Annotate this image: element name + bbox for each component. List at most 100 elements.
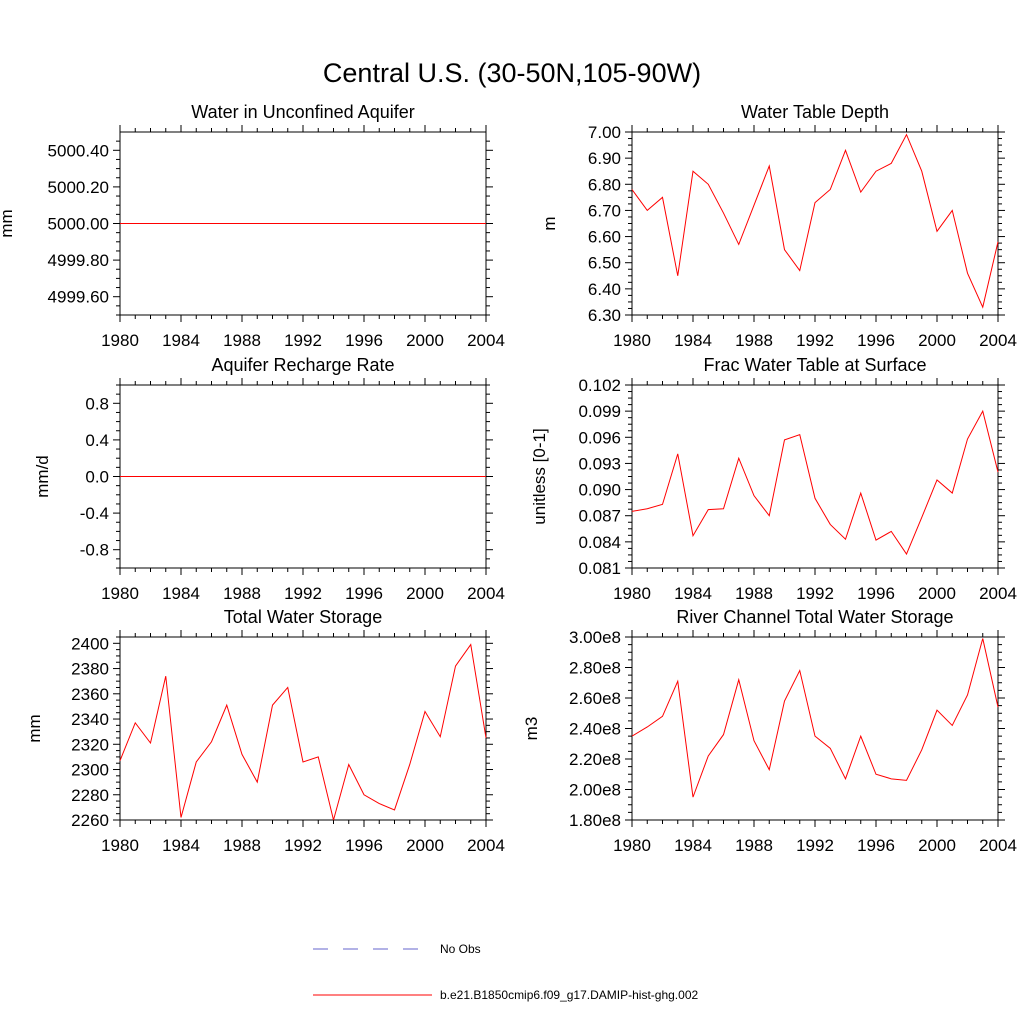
y-tick-label: 2280 bbox=[71, 786, 109, 805]
y-tick-label: 4999.60 bbox=[48, 288, 109, 307]
y-tick-label: 3.00e8 bbox=[569, 628, 621, 647]
x-tick-label: 1988 bbox=[223, 836, 261, 855]
x-tick-label: 2000 bbox=[406, 836, 444, 855]
x-tick-label: 2000 bbox=[918, 836, 956, 855]
x-tick-label: 1996 bbox=[857, 584, 895, 603]
series-line bbox=[119, 643, 487, 821]
series-line bbox=[631, 638, 999, 798]
panels: Water in Unconfined Aquifer 1980 1984 1988 1… bbox=[0, 102, 1017, 855]
y-tick-label: 0.090 bbox=[578, 481, 621, 500]
x-tick-label: 2000 bbox=[406, 331, 444, 350]
panel-5: Total Water Storage 1980 1984 1988 1992 1996 2… bbox=[25, 607, 505, 855]
x-tick-label: 2000 bbox=[918, 584, 956, 603]
panel-title: Water in Unconfined Aquifer bbox=[191, 102, 414, 122]
x-tick-label: 1988 bbox=[735, 331, 773, 350]
x-tick-label: 1984 bbox=[674, 836, 712, 855]
y-tick-label: 0.099 bbox=[578, 402, 621, 421]
y-tick-label: 7.00 bbox=[588, 123, 621, 142]
x-tick-label: 1980 bbox=[613, 331, 651, 350]
y-axis-label: unitless [0-1] bbox=[530, 428, 549, 524]
plot-frame bbox=[631, 636, 999, 821]
panel-title: Total Water Storage bbox=[224, 607, 382, 627]
y-tick-label: 4999.80 bbox=[48, 251, 109, 270]
x-tick-label: 1980 bbox=[101, 836, 139, 855]
y-tick-label: 0.087 bbox=[578, 507, 621, 526]
x-tick-label: 1988 bbox=[223, 584, 261, 603]
x-tick-label: 1988 bbox=[223, 331, 261, 350]
y-tick-label: 2.80e8 bbox=[569, 659, 621, 678]
x-tick-label: 1992 bbox=[796, 584, 834, 603]
x-tick-label: 1996 bbox=[857, 836, 895, 855]
x-tick-label: 1980 bbox=[101, 584, 139, 603]
x-tick-label: 1984 bbox=[162, 331, 200, 350]
y-tick-label: 0.8 bbox=[85, 394, 109, 413]
y-axis-label: mm bbox=[25, 714, 44, 742]
y-axis-label: mm bbox=[0, 209, 16, 237]
y-tick-label: 1.80e8 bbox=[569, 811, 621, 830]
panel-1: Water in Unconfined Aquifer 1980 1984 1988 1… bbox=[0, 102, 505, 350]
y-tick-label: 6.90 bbox=[588, 149, 621, 168]
panel-6: River Channel Total Water Storage 1980 198… bbox=[522, 607, 1017, 855]
y-tick-label: 2.40e8 bbox=[569, 720, 621, 739]
x-tick-label: 1984 bbox=[674, 584, 712, 603]
plot-frame bbox=[119, 636, 487, 821]
y-tick-label: 2260 bbox=[71, 811, 109, 830]
series-line bbox=[631, 133, 999, 309]
y-tick-label: 5000.00 bbox=[48, 215, 109, 234]
y-tick-label: 0.081 bbox=[578, 559, 621, 578]
x-tick-label: 1996 bbox=[345, 584, 383, 603]
x-tick-label: 1980 bbox=[101, 331, 139, 350]
y-axis-label: mm/d bbox=[33, 455, 52, 498]
x-tick-label: 2004 bbox=[467, 836, 505, 855]
panel-4: Frac Water Table at Surface 1980 1984 1988 1… bbox=[530, 355, 1017, 603]
x-tick-label: 1996 bbox=[345, 836, 383, 855]
x-tick-label: 2000 bbox=[918, 331, 956, 350]
y-tick-label: 0.093 bbox=[578, 454, 621, 473]
x-tick-label: 2004 bbox=[467, 331, 505, 350]
legend-label-model: b.e21.B1850cmip6.f09_g17.DAMIP-hist-ghg.… bbox=[440, 988, 698, 1002]
y-tick-label: 6.60 bbox=[588, 228, 621, 247]
x-tick-label: 1992 bbox=[796, 836, 834, 855]
x-tick-label: 1980 bbox=[613, 836, 651, 855]
y-tick-label: 2320 bbox=[71, 735, 109, 754]
y-tick-label: 2400 bbox=[71, 634, 109, 653]
x-tick-label: 2004 bbox=[979, 331, 1017, 350]
x-tick-label: 1984 bbox=[162, 836, 200, 855]
x-tick-label: 2004 bbox=[979, 836, 1017, 855]
x-tick-label: 1980 bbox=[613, 584, 651, 603]
y-tick-label: -0.8 bbox=[80, 541, 109, 560]
x-tick-label: 1992 bbox=[284, 331, 322, 350]
panel-title: Aquifer Recharge Rate bbox=[211, 355, 394, 375]
x-tick-label: 1996 bbox=[345, 331, 383, 350]
y-tick-label: 5000.20 bbox=[48, 178, 109, 197]
x-tick-label: 1996 bbox=[857, 331, 895, 350]
y-tick-label: 2360 bbox=[71, 685, 109, 704]
y-tick-label: 6.80 bbox=[588, 175, 621, 194]
panel-title: River Channel Total Water Storage bbox=[676, 607, 953, 627]
legend-label-no-obs: No Obs bbox=[440, 942, 481, 956]
y-tick-label: 2.20e8 bbox=[569, 750, 621, 769]
x-tick-label: 2004 bbox=[979, 584, 1017, 603]
y-tick-label: 6.40 bbox=[588, 280, 621, 299]
y-tick-label: 6.50 bbox=[588, 254, 621, 273]
y-axis-label: m bbox=[540, 216, 559, 230]
legend: No Obs b.e21.B1850cmip6.f09_g17.DAMIP-hi… bbox=[313, 942, 698, 1002]
x-tick-label: 1988 bbox=[735, 836, 773, 855]
y-tick-label: 0.096 bbox=[578, 428, 621, 447]
y-tick-label: 2340 bbox=[71, 710, 109, 729]
x-tick-label: 1992 bbox=[284, 836, 322, 855]
x-tick-label: 1984 bbox=[162, 584, 200, 603]
y-tick-label: 0.102 bbox=[578, 376, 621, 395]
y-tick-label: 2300 bbox=[71, 761, 109, 780]
y-tick-label: 0.084 bbox=[578, 533, 621, 552]
panel-title: Water Table Depth bbox=[741, 102, 889, 122]
y-tick-label: 0.0 bbox=[85, 468, 109, 487]
y-axis-label: m3 bbox=[522, 717, 541, 741]
y-tick-label: 0.4 bbox=[85, 431, 109, 450]
x-tick-label: 2000 bbox=[406, 584, 444, 603]
x-tick-label: 1992 bbox=[284, 584, 322, 603]
y-tick-label: 2.60e8 bbox=[569, 689, 621, 708]
series-line bbox=[631, 409, 999, 556]
panel-2: Water Table Depth 1980 1984 1988 1992 1996 200… bbox=[540, 102, 1017, 350]
